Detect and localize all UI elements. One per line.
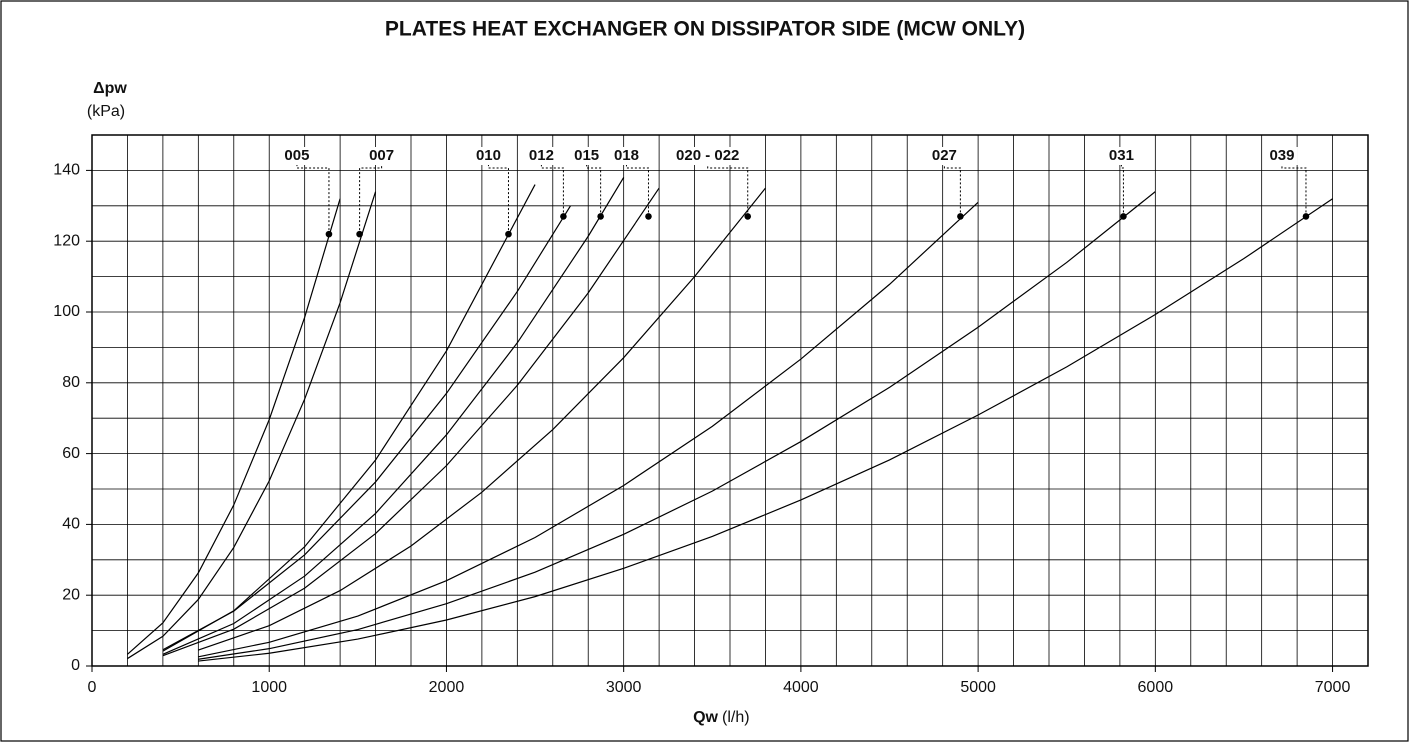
marker <box>744 213 752 220</box>
chart-title: PLATES HEAT EXCHANGER ON DISSIPATOR SIDE… <box>385 18 1025 41</box>
series-label: 039 <box>1269 147 1294 164</box>
marker <box>560 213 567 220</box>
leader <box>296 165 330 235</box>
leader <box>943 165 961 217</box>
label-bg <box>928 147 960 165</box>
curve <box>162 187 660 657</box>
marker <box>957 213 964 220</box>
leader <box>1120 165 1124 217</box>
label-bg <box>571 147 603 165</box>
y-axis-unit: (kPa) <box>87 103 125 120</box>
leader <box>1281 165 1307 217</box>
plot-frame <box>91 134 1369 667</box>
y-tick-label: 0 <box>71 657 80 674</box>
curve <box>127 191 377 660</box>
y-tick-label: 140 <box>53 162 80 179</box>
y-tick-label: 40 <box>62 516 80 533</box>
series-label: 031 <box>1109 147 1134 164</box>
x-tick-label: 4000 <box>783 679 819 696</box>
series-label: 020 - 022 <box>676 147 739 164</box>
series-label: 007 <box>369 147 394 164</box>
curve <box>198 198 1333 662</box>
y-axis-label: Δpw <box>93 80 127 97</box>
x-tick-label: 7000 <box>1315 679 1351 696</box>
curve <box>162 205 572 651</box>
series-label: 015 <box>574 147 599 164</box>
series-label: 005 <box>284 147 309 164</box>
leader <box>359 165 383 235</box>
leader <box>487 165 509 235</box>
label-bg <box>1105 147 1137 165</box>
marker <box>325 230 333 238</box>
x-tick-label: 2000 <box>429 679 465 696</box>
y-tick-label: 100 <box>53 303 80 320</box>
x-axis-unit: (l/h) <box>722 709 750 726</box>
x-tick-label: 1000 <box>251 679 287 696</box>
series-label: 027 <box>932 147 957 164</box>
label-bg <box>673 147 743 165</box>
label-bg <box>366 147 398 165</box>
series-label: 018 <box>614 147 639 164</box>
series-label: 012 <box>529 147 554 164</box>
curve <box>127 198 341 655</box>
curve <box>198 191 1156 660</box>
y-tick-label: 60 <box>62 445 80 462</box>
leader <box>540 165 564 217</box>
x-tick-label: 6000 <box>1138 679 1174 696</box>
x-tick-label: 5000 <box>960 679 996 696</box>
marker <box>597 213 604 220</box>
label-bg <box>525 147 557 165</box>
marker <box>1120 213 1127 220</box>
x-axis-label: Qw <box>693 709 718 726</box>
label-bg <box>1266 147 1298 165</box>
marker <box>1302 213 1310 220</box>
label-bg <box>472 147 504 165</box>
label-bg <box>281 147 313 165</box>
x-tick-label: 0 <box>88 679 97 696</box>
leader <box>586 165 602 217</box>
leader <box>625 165 649 217</box>
curve <box>198 187 766 651</box>
y-tick-label: 80 <box>62 374 80 391</box>
curve <box>162 177 625 655</box>
y-tick-label: 20 <box>62 586 80 603</box>
series-label: 010 <box>476 147 501 164</box>
marker <box>505 230 512 238</box>
curve <box>198 201 979 658</box>
x-tick-label: 3000 <box>606 679 642 696</box>
marker <box>645 213 652 220</box>
leader <box>707 165 749 217</box>
marker <box>356 230 363 238</box>
label-bg <box>610 147 642 165</box>
y-tick-label: 120 <box>53 232 80 249</box>
